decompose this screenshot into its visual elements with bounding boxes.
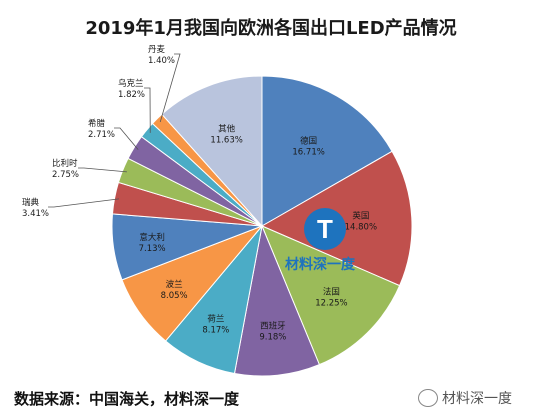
slice-label: 乌克兰 [118, 78, 144, 89]
slice-value-label: 2.71% [88, 130, 115, 140]
slice-value-label: 1.40% [148, 56, 175, 66]
slice-label: 希腊 [88, 118, 106, 129]
watermark: 材料深一度 [418, 388, 512, 408]
slice-label: 西班牙 [260, 320, 286, 331]
pie-slice [261, 225, 401, 366]
pie-slice [261, 75, 393, 227]
slice-value-label: 12.25% [315, 299, 347, 309]
slice-value-label: 1.82% [118, 90, 145, 100]
slice-value-label: 2.75% [52, 170, 79, 180]
slice-value-label: 14.80% [345, 222, 377, 232]
slice-label: 德国 [300, 136, 317, 147]
leader-line [144, 87, 151, 133]
chart-title: 2019年1月我国向欧洲各国出口LED产品情况 [85, 18, 457, 39]
slice-label: 其他 [218, 124, 236, 135]
logo-letter: T [317, 214, 333, 244]
watermark-text: 材料深一度 [442, 391, 512, 407]
slice-value-label: 7.13% [139, 244, 166, 254]
slice-value-label: 9.18% [259, 332, 286, 342]
leader-line [48, 198, 120, 208]
slice-value-label: 11.63% [210, 136, 242, 146]
slice-value-label: 16.71% [292, 148, 324, 158]
slice-label: 英国 [352, 210, 369, 221]
leader-line [114, 127, 139, 150]
slice-value-label: 8.05% [161, 291, 188, 301]
wechat-icon [418, 389, 438, 407]
pie-slices [111, 75, 413, 377]
slice-label: 荷兰 [207, 314, 224, 325]
slice-label: 法国 [323, 287, 340, 298]
leader-lines [48, 53, 181, 208]
watermark-logo: T 材料深一度 [280, 205, 380, 279]
leader-line [78, 167, 127, 173]
source-note: 数据来源：中国海关，材料深一度 [14, 390, 240, 408]
slice-value-label: 8.17% [202, 326, 229, 336]
pie-slice [233, 224, 321, 377]
logo-text: 材料深一度 [285, 256, 356, 273]
slice-label: 波兰 [166, 279, 183, 290]
pie-slice [161, 75, 263, 228]
slice-label: 比利时 [52, 158, 78, 169]
slice-label: 意大利 [139, 232, 165, 243]
slice-value-label: 3.41% [22, 209, 49, 219]
slice-label: 丹麦 [148, 44, 166, 55]
leader-line [159, 53, 181, 123]
logo-circle [304, 208, 346, 250]
slice-label: 瑞典 [22, 197, 40, 208]
